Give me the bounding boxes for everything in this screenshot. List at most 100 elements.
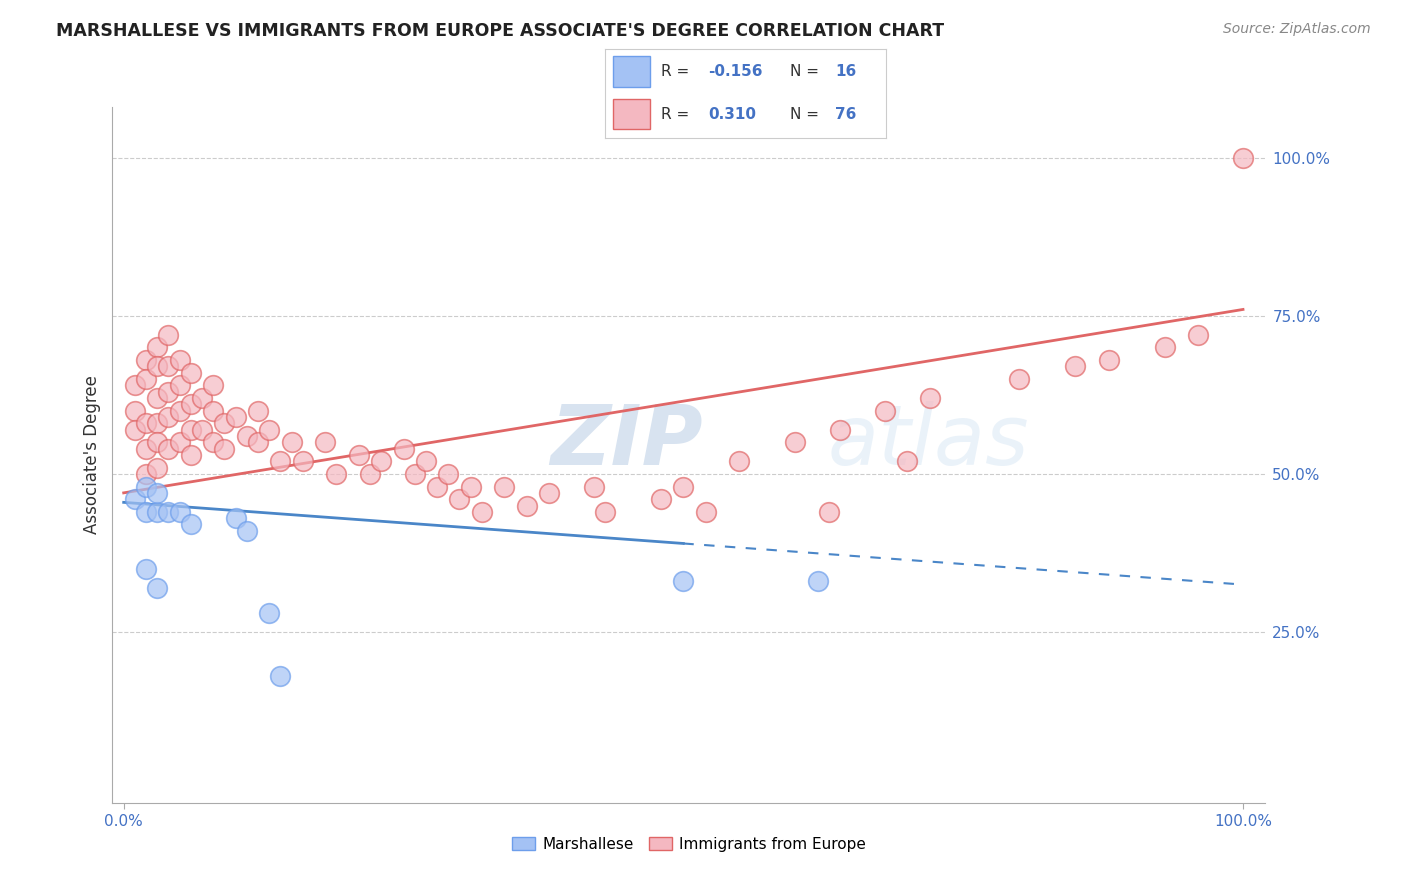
Point	[157, 409, 180, 424]
Point	[449, 492, 471, 507]
Point	[537, 486, 560, 500]
Point	[180, 366, 202, 380]
Text: 16: 16	[835, 64, 856, 78]
Point	[471, 505, 494, 519]
Point	[650, 492, 672, 507]
Point	[269, 454, 291, 468]
Point	[191, 423, 214, 437]
Point	[582, 479, 605, 493]
Point	[672, 479, 695, 493]
Point	[246, 435, 269, 450]
Text: R =: R =	[661, 64, 695, 78]
Point	[1153, 340, 1175, 354]
Point	[135, 442, 157, 456]
Point	[180, 517, 202, 532]
Point	[269, 669, 291, 683]
Point	[135, 417, 157, 431]
Text: MARSHALLESE VS IMMIGRANTS FROM EUROPE ASSOCIATE'S DEGREE CORRELATION CHART: MARSHALLESE VS IMMIGRANTS FROM EUROPE AS…	[56, 22, 945, 40]
Text: Source: ZipAtlas.com: Source: ZipAtlas.com	[1223, 22, 1371, 37]
Point	[818, 505, 841, 519]
Point	[291, 454, 314, 468]
Point	[873, 403, 896, 417]
Point	[157, 327, 180, 342]
Text: atlas: atlas	[827, 401, 1029, 482]
Point	[896, 454, 918, 468]
Bar	[613, 99, 650, 129]
Point	[807, 574, 830, 589]
Point	[370, 454, 392, 468]
Point	[146, 435, 169, 450]
Bar	[613, 56, 650, 87]
Point	[135, 353, 157, 368]
Point	[191, 391, 214, 405]
Text: N =: N =	[790, 64, 824, 78]
Point	[828, 423, 851, 437]
Point	[169, 378, 191, 392]
Point	[460, 479, 482, 493]
Point	[124, 403, 146, 417]
Point	[246, 403, 269, 417]
Point	[437, 467, 460, 481]
Point	[728, 454, 751, 468]
Point	[146, 581, 169, 595]
Y-axis label: Associate's Degree: Associate's Degree	[83, 376, 101, 534]
Point	[146, 417, 169, 431]
Point	[236, 524, 259, 538]
Point	[404, 467, 426, 481]
Point	[146, 391, 169, 405]
Point	[146, 505, 169, 519]
Point	[257, 606, 280, 620]
Point	[135, 372, 157, 386]
Point	[157, 384, 180, 399]
Point	[157, 505, 180, 519]
Point	[1187, 327, 1209, 342]
Point	[672, 574, 695, 589]
Point	[214, 442, 236, 456]
Point	[169, 403, 191, 417]
Point	[415, 454, 437, 468]
Point	[785, 435, 807, 450]
Point	[146, 359, 169, 374]
Text: 0.310: 0.310	[709, 107, 756, 121]
Point	[918, 391, 941, 405]
Point	[157, 359, 180, 374]
Point	[146, 460, 169, 475]
Point	[124, 492, 146, 507]
Point	[392, 442, 415, 456]
Point	[124, 423, 146, 437]
Point	[202, 403, 225, 417]
Point	[225, 511, 247, 525]
Point	[347, 448, 370, 462]
Point	[1008, 372, 1031, 386]
Point	[257, 423, 280, 437]
Legend: Marshallese, Immigrants from Europe: Marshallese, Immigrants from Europe	[506, 830, 872, 858]
Text: 76: 76	[835, 107, 856, 121]
Point	[135, 505, 157, 519]
Point	[146, 486, 169, 500]
Point	[135, 562, 157, 576]
Text: R =: R =	[661, 107, 695, 121]
Point	[180, 423, 202, 437]
Point	[494, 479, 516, 493]
Point	[695, 505, 717, 519]
Point	[124, 378, 146, 392]
Point	[135, 467, 157, 481]
Point	[280, 435, 302, 450]
Text: N =: N =	[790, 107, 824, 121]
Point	[225, 409, 247, 424]
Point	[516, 499, 538, 513]
Point	[325, 467, 347, 481]
Point	[169, 435, 191, 450]
Point	[359, 467, 381, 481]
Point	[180, 448, 202, 462]
Point	[157, 442, 180, 456]
Text: ZIP: ZIP	[551, 401, 703, 482]
Point	[180, 397, 202, 411]
Point	[1232, 151, 1254, 165]
Point	[236, 429, 259, 443]
Point	[1098, 353, 1121, 368]
Point	[214, 417, 236, 431]
Point	[593, 505, 616, 519]
Point	[426, 479, 449, 493]
Text: -0.156: -0.156	[709, 64, 763, 78]
